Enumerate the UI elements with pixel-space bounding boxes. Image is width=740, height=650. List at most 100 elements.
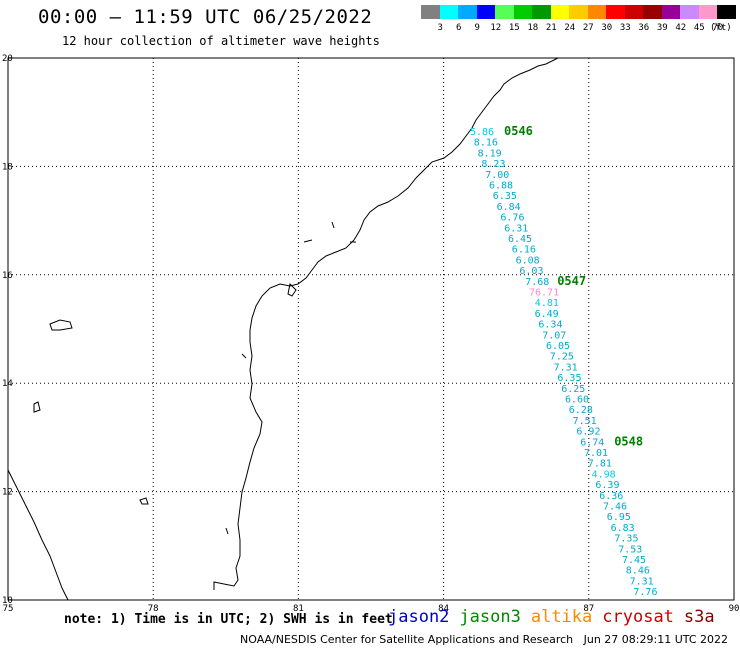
swh-value: 7.46	[603, 502, 627, 513]
swh-value: 6.49	[535, 309, 559, 320]
swh-value: 7.45	[622, 555, 646, 566]
swh-value: 7.68	[525, 277, 549, 288]
swh-value: 7.07	[542, 330, 566, 341]
satellite-name: altika	[530, 607, 593, 627]
swh-value: 8.23	[481, 159, 505, 170]
swh-value: 6.34	[538, 320, 562, 331]
swh-value: 6.31	[504, 223, 528, 234]
swh-value: 6.60	[565, 395, 589, 406]
swh-value: 6.39	[595, 480, 619, 491]
swh-value: 7.31	[554, 362, 578, 373]
island-c	[33, 401, 41, 413]
islet-i	[225, 527, 229, 535]
axis-ticks: 75 78 81 84 87 90 20 18 16 14 12 10	[2, 54, 739, 614]
sri-lanka-coast	[7, 469, 69, 601]
swh-value: 5.86	[470, 127, 494, 138]
legend-swatch	[698, 5, 717, 19]
legend-label: 9	[474, 23, 480, 33]
legend-swatch	[513, 5, 532, 19]
islet-h	[241, 353, 247, 359]
island-b	[49, 319, 73, 331]
swh-value: 7.01	[584, 448, 608, 459]
legend-swatch	[439, 5, 458, 19]
footer-credit: NOAA/NESDIS Center for Satellite Applica…	[240, 633, 729, 646]
legend-swatch	[550, 5, 569, 19]
swh-value: 7.35	[614, 534, 638, 545]
legend-swatch	[624, 5, 643, 19]
pass-label: 0548	[614, 434, 643, 448]
lon-tick-label: 78	[148, 604, 159, 614]
islet-e	[331, 221, 335, 229]
lat-tick-label: 12	[2, 488, 13, 498]
legend-swatch	[661, 5, 680, 19]
legend-swatch	[643, 5, 662, 19]
legend-swatch	[421, 5, 440, 19]
swh-value: 7.76	[633, 587, 657, 598]
swh-value: 6.74	[580, 437, 604, 448]
satellite-name: jason2	[388, 607, 450, 627]
map-frame	[7, 57, 735, 601]
swh-value: 76.71	[529, 288, 559, 299]
swh-value: 7.81	[588, 459, 612, 470]
island-d	[139, 497, 149, 505]
satellite-name: s3a	[683, 607, 715, 627]
swh-value: 6.08	[516, 255, 540, 266]
pass-label: 0547	[557, 274, 586, 288]
swh-value: 6.95	[607, 512, 631, 523]
lon-tick-label: 84	[438, 604, 449, 614]
legend-label: 15	[508, 23, 520, 33]
lon-tick-label: 81	[293, 604, 304, 614]
swh-value: 6.84	[497, 202, 521, 213]
legend-label: 39	[656, 23, 668, 33]
legend-swatch	[495, 5, 514, 19]
legend-label: 33	[619, 23, 631, 33]
swh-value: 6.35	[557, 373, 581, 384]
swh-value: 6.05	[546, 341, 570, 352]
legend-label: 18	[527, 23, 539, 33]
legend-label: 3	[437, 23, 443, 33]
swh-value: 6.28	[569, 405, 593, 416]
swh-value: 6.88	[489, 181, 513, 192]
swh-value: 7.25	[550, 352, 574, 363]
swh-value: 6.36	[599, 491, 623, 502]
legend-label: 36	[638, 23, 650, 33]
legend-label: 21	[545, 23, 557, 33]
swh-value: 7.00	[485, 170, 509, 181]
lat-tick-label: 14	[2, 379, 13, 389]
legend-label: 42	[675, 23, 687, 33]
legend-swatch	[458, 5, 477, 19]
swh-value: 6.83	[611, 523, 635, 534]
swh-value: 7.51	[573, 416, 597, 427]
swh-value: 4.98	[592, 469, 616, 480]
islet-f	[303, 239, 313, 243]
swh-value: 7.53	[618, 544, 642, 555]
swh-value: 6.16	[512, 245, 536, 256]
legend-swatch	[680, 5, 699, 19]
india-east-coast	[213, 57, 559, 590]
legend-swatch	[717, 5, 736, 19]
pass-label: 0546	[504, 124, 533, 138]
lat-tick-label: 18	[2, 162, 13, 172]
swh-value: 4.81	[535, 298, 559, 309]
lon-tick-label: 90	[729, 604, 740, 614]
satellite-name: cryosat	[602, 607, 674, 627]
swh-value: 6.03	[519, 266, 543, 277]
island-a	[287, 282, 297, 297]
swh-value: 8.19	[478, 148, 502, 159]
legend-label: 27	[582, 23, 594, 33]
swh-value: 6.92	[576, 427, 600, 438]
coastline	[7, 57, 559, 601]
page-subtitle: 12 hour collection of altimeter wave hei…	[62, 34, 380, 48]
swh-value: 6.25	[561, 384, 585, 395]
lat-tick-label: 10	[2, 596, 13, 606]
page-title: 00:00 – 11:59 UTC 06/25/2022	[38, 6, 373, 28]
satellite-name: jason3	[459, 607, 521, 627]
legend-label: 70	[712, 23, 724, 33]
swh-value: 6.45	[508, 234, 532, 245]
altimeter-track: 5.868.168.198.237.006.886.356.846.766.31…	[470, 124, 657, 598]
swh-value: 7.31	[630, 576, 654, 587]
lat-tick-label: 16	[2, 271, 13, 281]
lon-tick-label: 75	[3, 604, 14, 614]
legend-label: 30	[601, 23, 613, 33]
legend-label: 24	[564, 23, 576, 33]
